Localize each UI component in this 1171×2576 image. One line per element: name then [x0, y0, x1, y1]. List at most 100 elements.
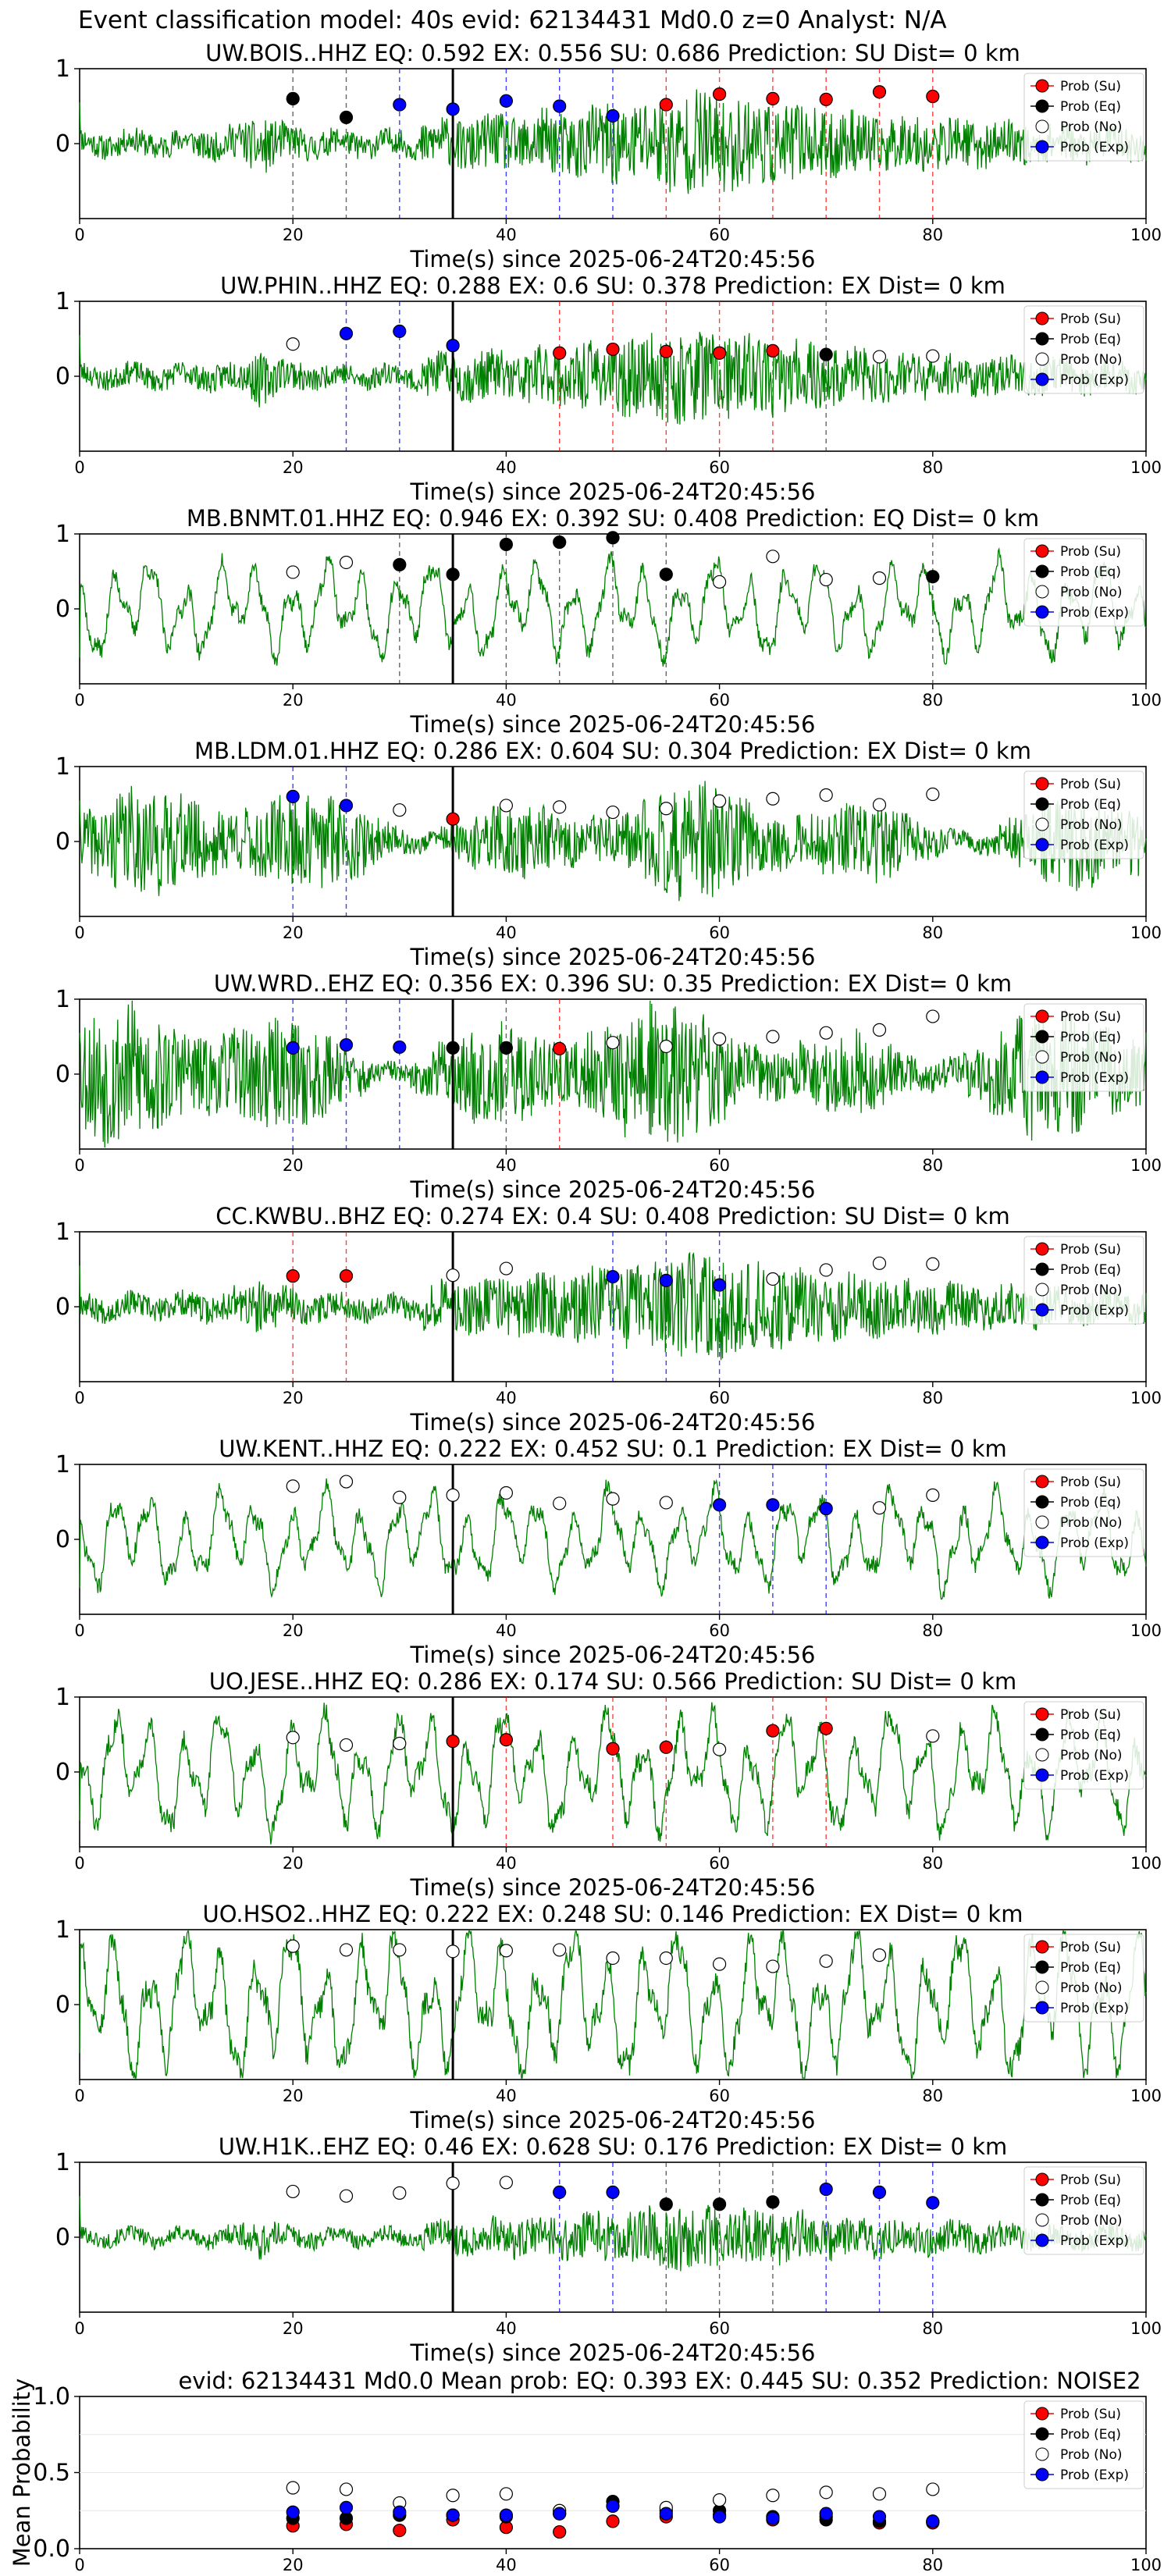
x-tick-label: 20 — [283, 923, 304, 942]
panel-title: UO.HSO2..HHZ EQ: 0.222 EX: 0.248 SU: 0.1… — [203, 1901, 1023, 1927]
x-tick-label: 80 — [922, 1621, 943, 1640]
mean-point-exp — [926, 2514, 940, 2528]
x-tick-label: 0 — [74, 923, 84, 942]
prob-point-su — [446, 1735, 460, 1749]
x-tick-label: 100 — [1130, 1854, 1162, 1873]
x-axis-label: Time(s) since 2025-06-24T20:45:56 — [410, 479, 816, 505]
legend-label-su: Prob (Su) — [1060, 1009, 1121, 1025]
legend-label-eq: Prob (Eq) — [1060, 564, 1121, 580]
waveform-trace — [79, 1478, 1147, 1600]
prob-point-no — [819, 572, 833, 587]
legend-label-eq: Prob (Eq) — [1060, 332, 1121, 347]
legend-marker-eq — [1035, 2193, 1049, 2207]
prob-point-no — [606, 1036, 620, 1050]
prob-point-no — [926, 1488, 940, 1502]
prob-point-no — [766, 1272, 780, 1286]
x-tick-label: 100 — [1130, 923, 1162, 942]
legend-marker-su — [1035, 1242, 1049, 1256]
prob-point-no — [819, 1954, 833, 1968]
x-tick-label: 0 — [74, 691, 84, 710]
legend-marker-su — [1035, 1707, 1049, 1721]
legend-label-exp: Prob (Exp) — [1060, 1768, 1129, 1784]
station-panel-1: UW.PHIN..HHZ EQ: 0.288 EX: 0.6 SU: 0.378… — [55, 272, 1162, 505]
legend-label-no: Prob (No) — [1060, 1050, 1123, 1066]
panel-title: UW.PHIN..HHZ EQ: 0.288 EX: 0.6 SU: 0.378… — [220, 272, 1005, 299]
prob-point-no — [766, 1030, 780, 1044]
prob-point-exp — [339, 1037, 354, 1052]
legend-marker-su — [1035, 311, 1049, 326]
x-tick-label: 60 — [709, 2319, 730, 2338]
x-tick-label: 0 — [74, 1854, 84, 1873]
prob-point-no — [339, 1475, 354, 1489]
prob-point-exp — [286, 1041, 300, 1055]
legend-label-no: Prob (No) — [1060, 119, 1123, 135]
legend-marker-exp — [1035, 1303, 1049, 1317]
prob-point-exp — [339, 799, 354, 813]
y-tick-label: 1.0 — [33, 2383, 70, 2411]
legend-marker-exp — [1035, 2001, 1049, 2015]
prob-point-exp — [286, 789, 300, 804]
mean-point-exp — [872, 2510, 887, 2524]
y-tick-label: 0.5 — [33, 2460, 70, 2487]
prob-point-no — [606, 1951, 620, 1966]
x-tick-label: 0 — [74, 2556, 84, 2574]
station-panel-3: MB.LDM.01.HHZ EQ: 0.286 EX: 0.604 SU: 0.… — [55, 738, 1162, 970]
x-tick-label: 40 — [496, 923, 517, 942]
station-panel-6: UW.KENT..HHZ EQ: 0.222 EX: 0.452 SU: 0.1… — [55, 1436, 1162, 1668]
prob-point-exp — [446, 339, 460, 353]
station-panel-7: UO.JESE..HHZ EQ: 0.286 EX: 0.174 SU: 0.5… — [55, 1668, 1162, 1901]
y-tick-label: 1 — [55, 1916, 70, 1944]
prob-point-su — [819, 92, 833, 106]
prob-point-no — [446, 2176, 460, 2190]
legend-label-eq: Prob (Eq) — [1060, 1262, 1121, 1278]
prob-point-eq — [339, 110, 354, 124]
prob-point-su — [659, 344, 673, 358]
mean-point-exp — [606, 2499, 620, 2513]
y-tick-label: 0 — [55, 130, 70, 158]
x-tick-label: 40 — [496, 691, 517, 710]
legend-label-no: Prob (No) — [1060, 2213, 1123, 2229]
y-tick-label: 0 — [55, 1526, 70, 1553]
legend-marker-exp — [1035, 2233, 1049, 2247]
prob-point-exp — [819, 2182, 833, 2197]
x-tick-label: 100 — [1130, 458, 1162, 477]
prob-point-exp — [766, 1498, 780, 1512]
waveform-trace — [79, 1000, 1147, 1148]
prob-point-no — [499, 2176, 514, 2190]
prob-point-exp — [393, 1040, 407, 1055]
prob-point-su — [553, 346, 567, 360]
y-tick-label: 1 — [55, 1219, 70, 1246]
legend-marker-no — [1035, 1050, 1049, 1064]
prob-point-su — [659, 1740, 673, 1754]
x-tick-label: 60 — [709, 1854, 730, 1873]
legend-marker-su — [1035, 1940, 1049, 1954]
x-tick-label: 40 — [496, 458, 517, 477]
legend-marker-exp — [1035, 1768, 1049, 1782]
x-tick-label: 20 — [283, 1621, 304, 1640]
prob-point-no — [499, 1944, 514, 1958]
mean-point-exp — [712, 2510, 727, 2524]
prob-point-eq — [393, 557, 407, 571]
legend-label-exp: Prob (Exp) — [1060, 1303, 1129, 1318]
legend-marker-su — [1035, 79, 1049, 93]
prob-point-no — [872, 1023, 887, 1037]
x-tick-label: 20 — [283, 691, 304, 710]
legend-marker-no — [1035, 2213, 1049, 2227]
x-tick-label: 40 — [496, 2087, 517, 2105]
prob-point-eq — [659, 2197, 673, 2211]
y-tick-label: 0 — [55, 1759, 70, 1786]
prob-point-no — [286, 1731, 300, 1745]
legend-marker-su — [1035, 2407, 1049, 2421]
prob-point-exp — [712, 1278, 727, 1292]
prob-point-no — [712, 1957, 727, 1971]
legend-box — [1023, 538, 1144, 627]
panel-title: CC.KWBU..BHZ EQ: 0.274 EX: 0.4 SU: 0.408… — [215, 1203, 1009, 1229]
waveform-trace — [79, 1930, 1147, 2079]
prob-point-exp — [393, 324, 407, 338]
panel-title: UW.H1K..EHZ EQ: 0.46 EX: 0.628 SU: 0.176… — [219, 2133, 1007, 2160]
legend-marker-exp — [1035, 1535, 1049, 1550]
prob-point-eq — [499, 1041, 514, 1055]
mean-point-exp — [286, 2505, 300, 2519]
prob-point-su — [553, 1041, 567, 1055]
